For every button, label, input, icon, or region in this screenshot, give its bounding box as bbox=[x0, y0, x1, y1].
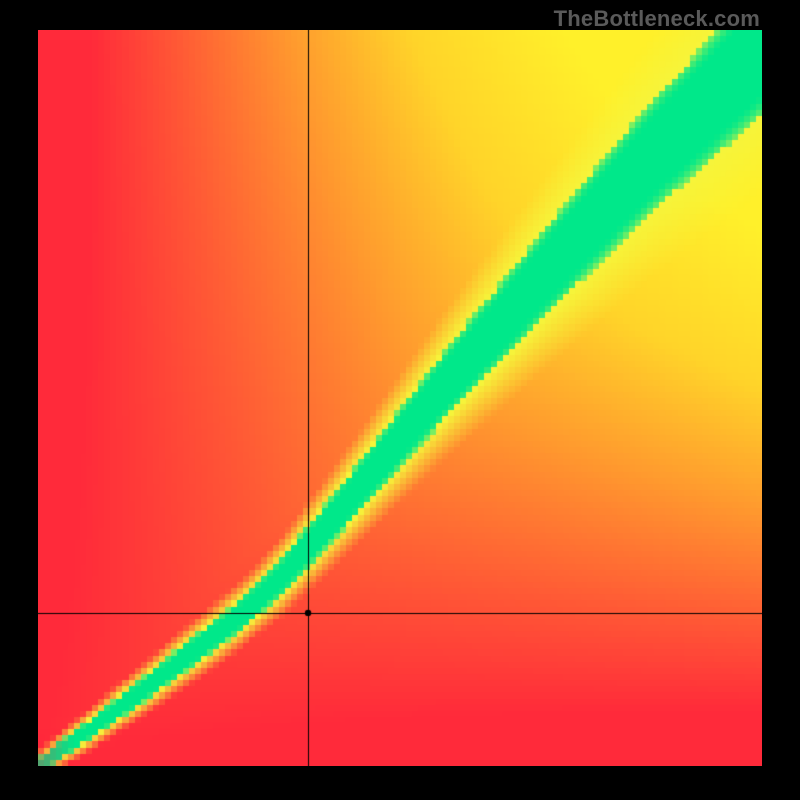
bottleneck-heatmap bbox=[38, 30, 762, 766]
chart-container: TheBottleneck.com bbox=[0, 0, 800, 800]
watermark-text: TheBottleneck.com bbox=[554, 6, 760, 32]
